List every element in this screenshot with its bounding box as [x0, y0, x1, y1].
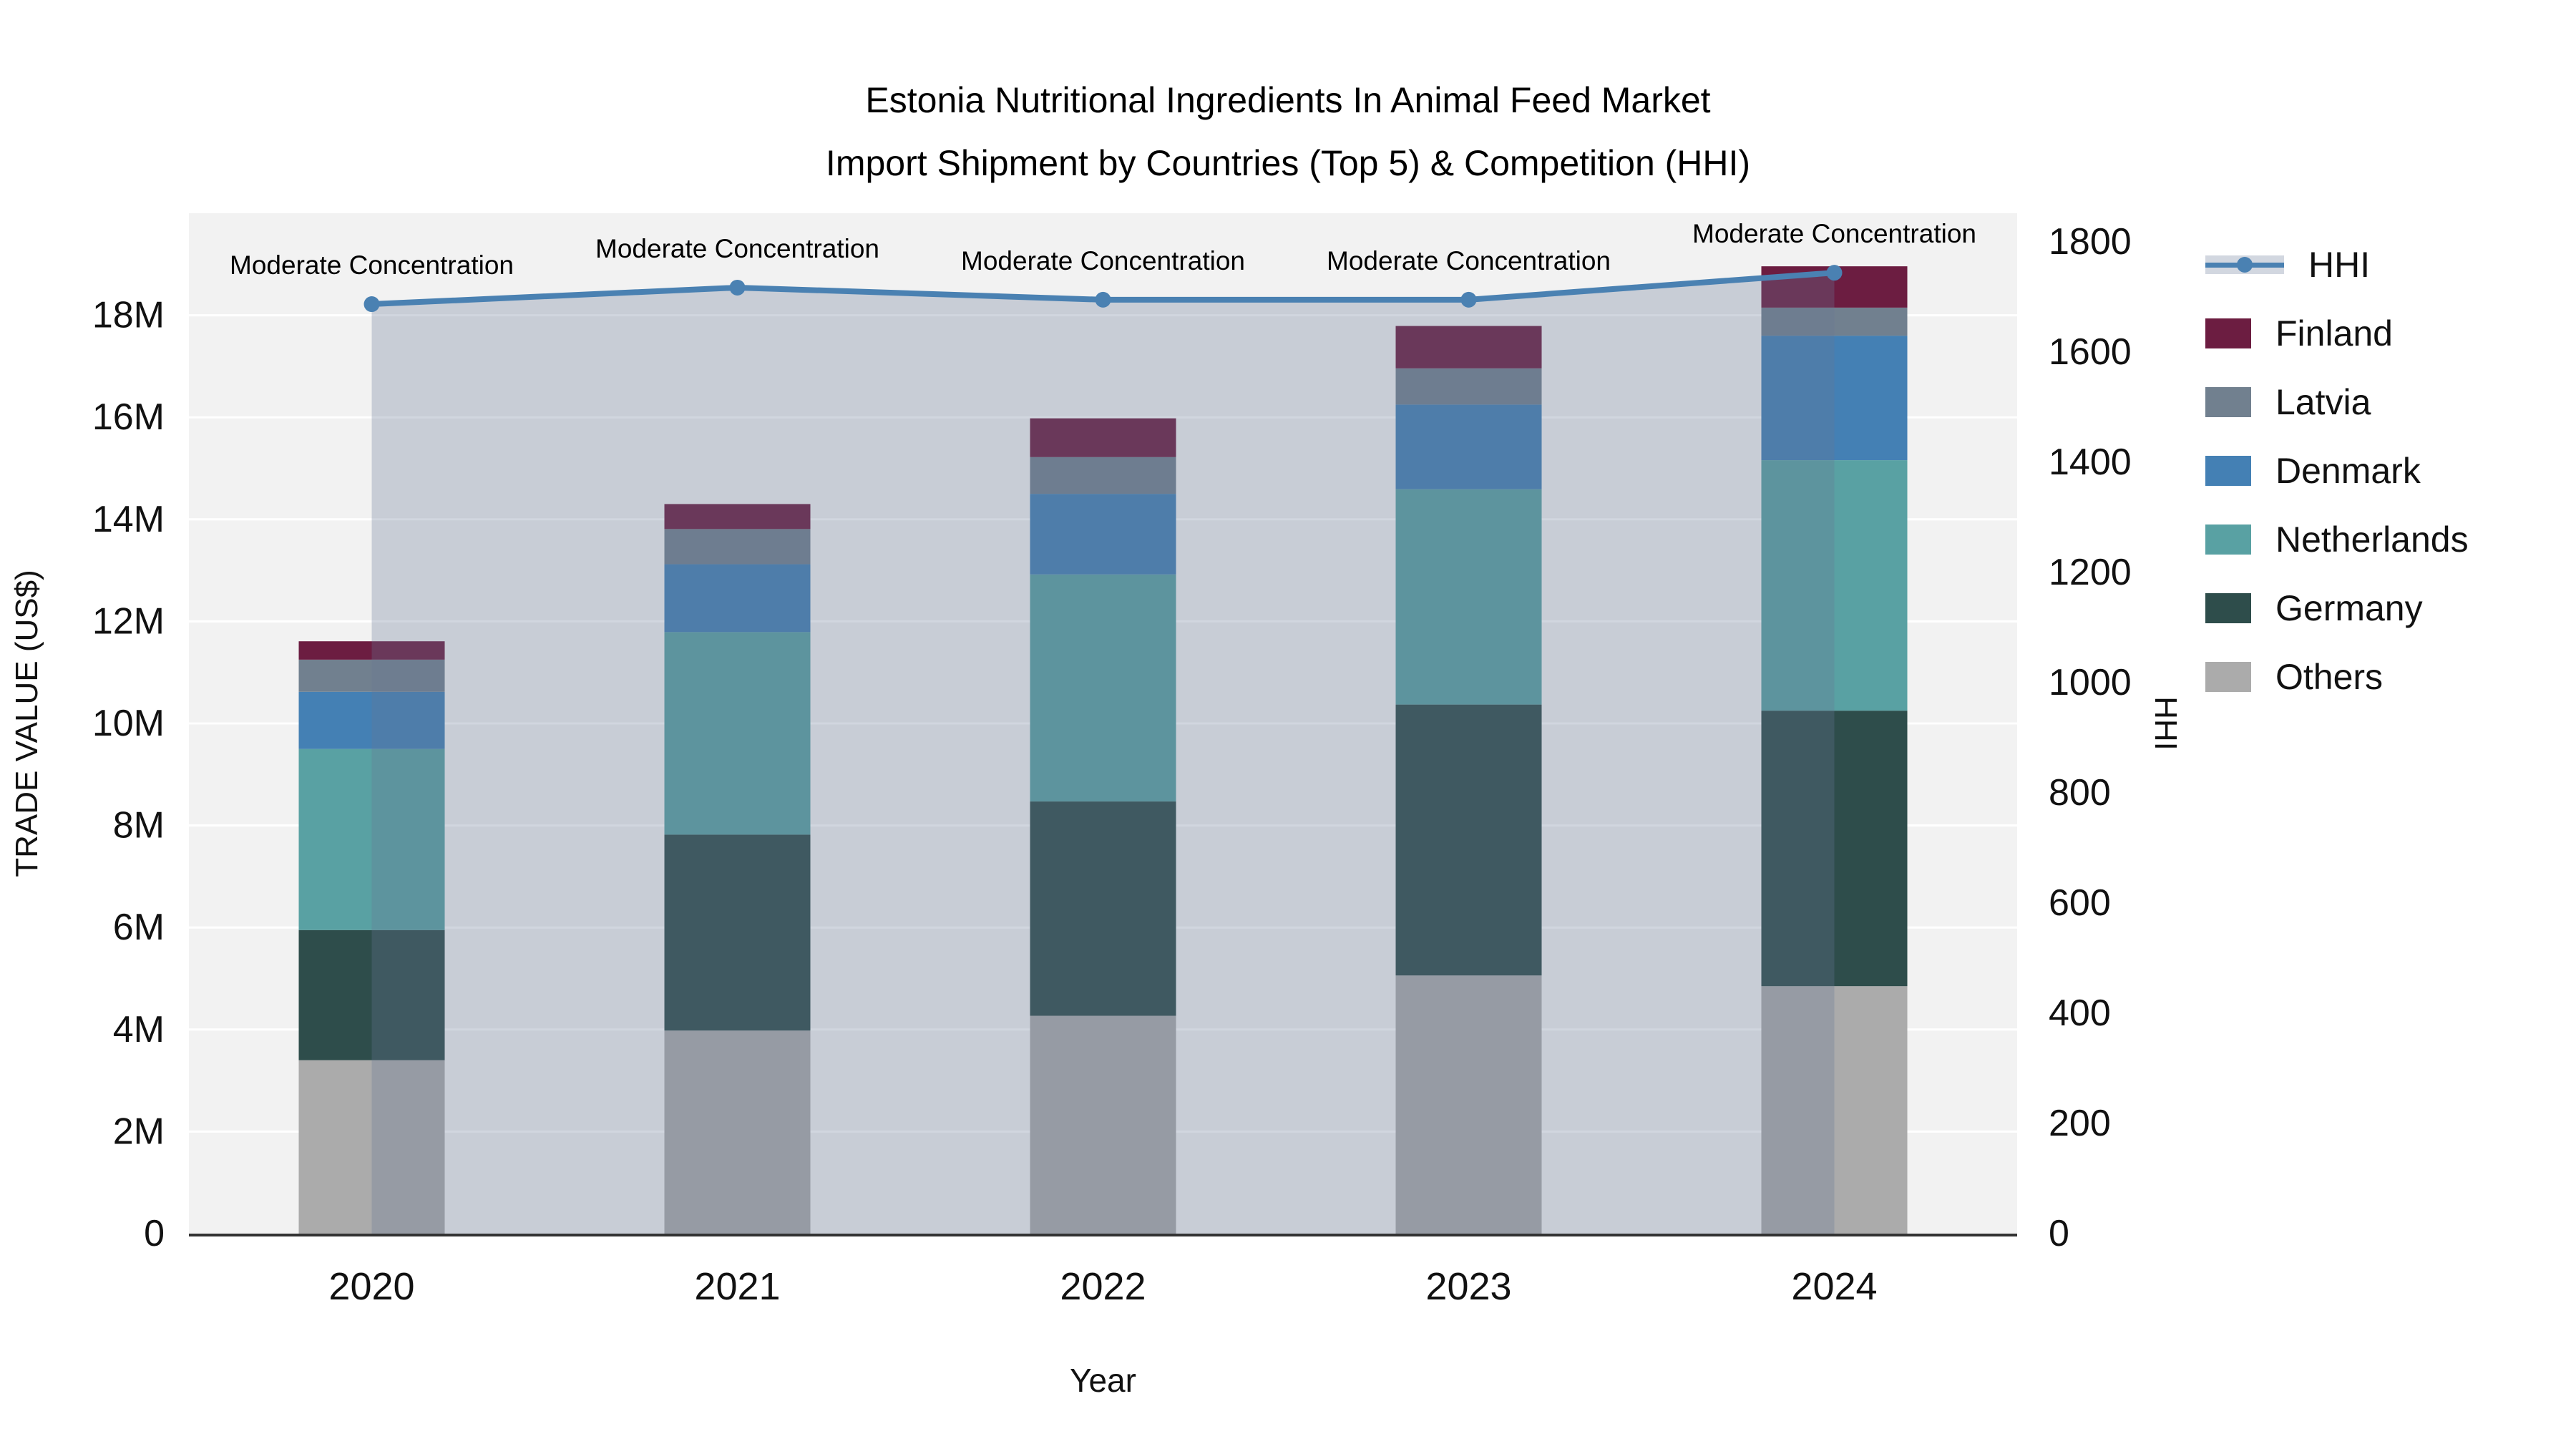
legend-item-germany[interactable]: Germany: [2205, 574, 2469, 643]
y1-tick-8M: 8M: [113, 805, 165, 847]
y1-axis-title: TRADE VALUE (US$): [9, 570, 44, 877]
others-swatch-icon: [2205, 662, 2251, 692]
bar-segment-finland-2021[interactable]: [664, 504, 811, 530]
legend-label-latvia: Latvia: [2275, 382, 2371, 422]
bar-segment-finland-2020[interactable]: [298, 641, 445, 660]
x-tick-2020: 2020: [328, 1265, 414, 1308]
legend-label-denmark: Denmark: [2275, 451, 2421, 491]
legend-item-finland[interactable]: Finland: [2205, 299, 2469, 368]
x-tick-2023: 2023: [1425, 1265, 1511, 1308]
latvia-swatch-icon: [2205, 387, 2251, 417]
legend-label-hhi: HHI: [2308, 245, 2371, 285]
bar-segment-finland-2022[interactable]: [1030, 418, 1176, 457]
bar-segment-latvia-2021[interactable]: [664, 529, 811, 565]
legend-label-netherlands: Netherlands: [2275, 519, 2469, 560]
bar-segment-denmark-2024[interactable]: [1761, 336, 1908, 461]
bar-segment-denmark-2022[interactable]: [1030, 494, 1176, 575]
bar-segment-latvia-2023[interactable]: [1395, 368, 1542, 405]
annotation-2023: Moderate Concentration: [1327, 246, 1611, 275]
legend-item-denmark[interactable]: Denmark: [2205, 436, 2469, 505]
y1-tick-16M: 16M: [92, 396, 165, 438]
hhi-point-2023[interactable]: [1460, 291, 1477, 308]
x-tick-2021: 2021: [694, 1265, 780, 1308]
y2-tick-800: 800: [2049, 772, 2111, 814]
bar-segment-germany-2021[interactable]: [664, 834, 811, 1031]
annotation-2022: Moderate Concentration: [961, 246, 1245, 275]
hhi-point-2020[interactable]: [364, 296, 380, 313]
bar-segment-others-2024[interactable]: [1761, 986, 1908, 1234]
bar-segment-germany-2022[interactable]: [1030, 801, 1176, 1016]
bar-segment-denmark-2020[interactable]: [298, 691, 445, 749]
bar-segment-others-2022[interactable]: [1030, 1015, 1176, 1234]
y2-tick-0: 0: [2049, 1213, 2069, 1254]
bar-segment-germany-2023[interactable]: [1395, 704, 1542, 976]
denmark-swatch-icon: [2205, 456, 2251, 486]
legend-label-finland: Finland: [2275, 313, 2393, 353]
y1-tick-12M: 12M: [92, 600, 165, 642]
y2-tick-1800: 1800: [2049, 221, 2132, 263]
y2-tick-1600: 1600: [2049, 331, 2132, 373]
x-axis-title: Year: [1070, 1362, 1136, 1399]
bar-segment-netherlands-2021[interactable]: [664, 632, 811, 835]
legend-label-germany: Germany: [2275, 588, 2423, 628]
y1-tick-10M: 10M: [92, 703, 165, 744]
y1-tick-2M: 2M: [113, 1111, 165, 1152]
chart-title-line1: Estonia Nutritional Ingredients In Anima…: [865, 80, 1711, 120]
bar-segment-netherlands-2024[interactable]: [1761, 460, 1908, 711]
bar-segment-latvia-2020[interactable]: [298, 659, 445, 692]
annotation-2020: Moderate Concentration: [230, 250, 514, 280]
hhi-line-swatch-icon: [2205, 250, 2284, 280]
y1-tick-6M: 6M: [113, 907, 165, 948]
hhi-point-2024[interactable]: [1826, 265, 1843, 281]
bar-segment-others-2021[interactable]: [664, 1030, 811, 1234]
bar-segment-netherlands-2020[interactable]: [298, 748, 445, 930]
legend-item-others[interactable]: Others: [2205, 643, 2469, 711]
y2-tick-400: 400: [2049, 992, 2111, 1034]
y2-tick-200: 200: [2049, 1103, 2111, 1144]
finland-swatch-icon: [2205, 318, 2251, 348]
bar-segment-finland-2023[interactable]: [1395, 326, 1542, 369]
bar-segment-germany-2020[interactable]: [298, 930, 445, 1060]
y2-tick-1200: 1200: [2049, 552, 2132, 593]
bar-segment-germany-2024[interactable]: [1761, 711, 1908, 987]
legend-item-latvia[interactable]: Latvia: [2205, 368, 2469, 436]
y2-axis-title: HHI: [2148, 696, 2183, 751]
y1-tick-4M: 4M: [113, 1009, 165, 1050]
bar-segment-others-2023[interactable]: [1395, 975, 1542, 1234]
chart-title: Estonia Nutritional Ingredients In Anima…: [0, 69, 2576, 195]
hhi-point-2022[interactable]: [1095, 291, 1111, 308]
y1-tick-18M: 18M: [92, 295, 165, 336]
x-tick-2022: 2022: [1060, 1265, 1146, 1308]
legend: HHI Finland Latvia Denmark Netherlands G…: [2205, 230, 2469, 711]
annotation-2024: Moderate Concentration: [1692, 219, 1976, 248]
hhi-point-2021[interactable]: [729, 279, 746, 296]
bar-segment-latvia-2022[interactable]: [1030, 457, 1176, 494]
chart-title-line2: Import Shipment by Countries (Top 5) & C…: [825, 143, 1751, 183]
legend-item-netherlands[interactable]: Netherlands: [2205, 505, 2469, 574]
legend-label-others: Others: [2275, 657, 2384, 697]
hhi-area-fill: [371, 273, 1835, 1234]
bar-segment-denmark-2021[interactable]: [664, 564, 811, 633]
y2-tick-1400: 1400: [2049, 441, 2132, 483]
y2-tick-1000: 1000: [2049, 662, 2132, 703]
y1-tick-14M: 14M: [92, 499, 165, 540]
bar-segment-denmark-2023[interactable]: [1395, 404, 1542, 489]
annotation-2021: Moderate Concentration: [595, 234, 879, 263]
bar-segment-netherlands-2023[interactable]: [1395, 489, 1542, 705]
bar-segment-others-2020[interactable]: [298, 1060, 445, 1234]
germany-swatch-icon: [2205, 593, 2251, 623]
y1-tick-0: 0: [144, 1213, 165, 1254]
bar-segment-netherlands-2022[interactable]: [1030, 574, 1176, 802]
y2-tick-600: 600: [2049, 882, 2111, 924]
netherlands-swatch-icon: [2205, 525, 2251, 555]
x-tick-2024: 2024: [1791, 1265, 1877, 1308]
legend-item-hhi[interactable]: HHI: [2205, 230, 2469, 299]
hhi-line-marker-icon: [2237, 257, 2253, 273]
bar-segment-latvia-2024[interactable]: [1761, 307, 1908, 336]
